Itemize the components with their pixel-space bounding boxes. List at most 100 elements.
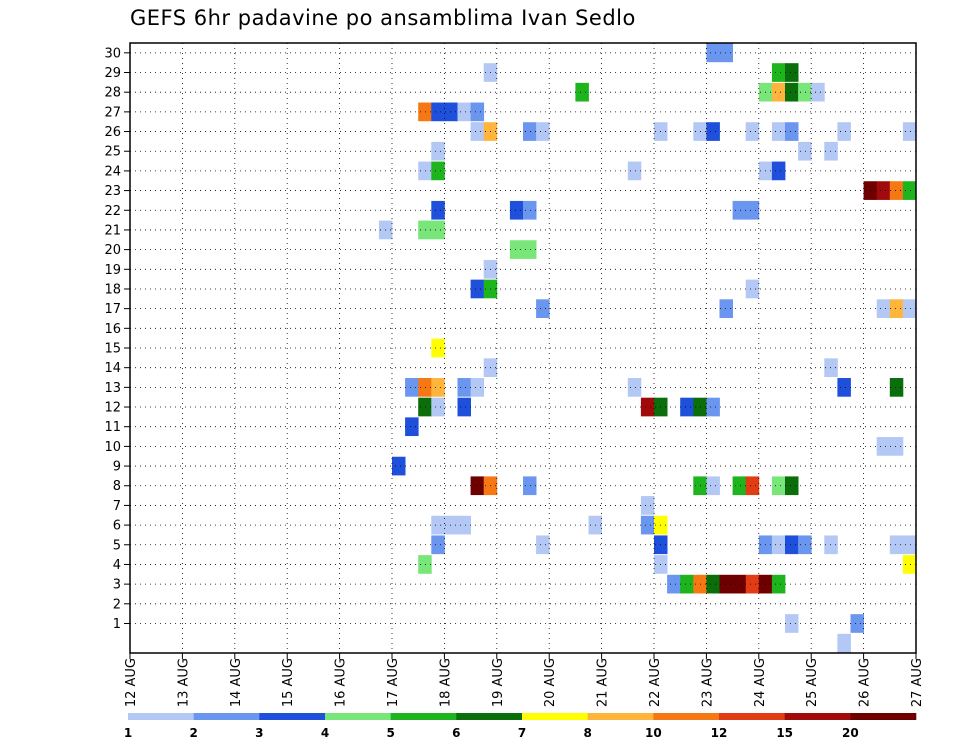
heatmap-cell xyxy=(405,378,419,397)
y-tick-label: 26 xyxy=(104,125,121,140)
heatmap-cell xyxy=(431,338,445,358)
heatmap-cell xyxy=(706,397,720,417)
heatmap-cell xyxy=(745,476,760,496)
y-tick-label: 12 xyxy=(104,401,121,416)
heatmap-cell xyxy=(706,43,720,63)
heatmap-cell xyxy=(457,515,471,535)
colorbar-swatch xyxy=(653,713,720,720)
x-tick-label: 12 AUG xyxy=(124,658,139,707)
y-tick-label: 25 xyxy=(104,145,121,160)
heatmap-cell xyxy=(745,200,760,220)
y-tick-label: 15 xyxy=(104,342,121,357)
colorbar-label: 6 xyxy=(452,726,460,740)
heatmap-cell xyxy=(771,535,786,555)
heatmap-cell xyxy=(719,299,733,318)
heatmap-cell xyxy=(798,535,812,555)
heatmap-cell xyxy=(627,161,642,181)
heatmap-cell xyxy=(771,574,786,594)
y-tick-label: 28 xyxy=(104,86,121,101)
heatmap-cell xyxy=(902,555,917,574)
chart-title: GEFS 6hr padavine po ansamblima Ivan Sed… xyxy=(130,6,636,30)
y-tick-label: 6 xyxy=(113,519,121,534)
heatmap-cell xyxy=(444,515,458,535)
heatmap-cell xyxy=(627,378,642,397)
heatmap-cell xyxy=(889,535,904,555)
x-tick-label: 14 AUG xyxy=(229,658,244,707)
colorbar-swatch xyxy=(784,713,851,720)
heatmap-cell xyxy=(509,240,524,259)
heatmap-cell xyxy=(811,82,825,102)
y-tick-label: 29 xyxy=(104,66,121,81)
x-tick-label: 20 AUG xyxy=(543,658,558,707)
heatmap-cell xyxy=(785,122,799,141)
y-tick-label: 18 xyxy=(104,282,121,297)
heatmap-cell xyxy=(431,378,445,397)
y-tick-label: 19 xyxy=(104,263,121,278)
heatmap-cell xyxy=(431,141,445,161)
heatmap-cell xyxy=(889,181,904,200)
heatmap-cell xyxy=(732,574,747,594)
cells-layer xyxy=(378,43,917,653)
heatmap-cell xyxy=(824,358,838,378)
y-tick-label: 27 xyxy=(104,105,121,120)
heatmap-cell xyxy=(418,102,432,122)
colorbar-label: 10 xyxy=(645,726,662,740)
heatmap-cell xyxy=(837,378,851,397)
heatmap-cell xyxy=(470,378,485,397)
colorbar-swatch xyxy=(325,713,391,720)
heatmap-cell xyxy=(824,141,838,161)
heatmap-cell xyxy=(719,574,733,594)
heatmap-cell xyxy=(785,614,799,633)
heatmap-cell xyxy=(771,122,786,141)
heatmap-cell xyxy=(418,397,432,417)
y-tick-label: 9 xyxy=(113,460,121,475)
heatmap-cell xyxy=(640,496,655,515)
y-tick-label: 14 xyxy=(104,361,121,376)
heatmap-cell xyxy=(837,122,851,141)
heatmap-cell xyxy=(431,515,445,535)
heatmap-cell xyxy=(575,82,589,102)
heatmap-cell xyxy=(418,555,432,574)
colorbar-swatch xyxy=(390,713,457,720)
heatmap-cell xyxy=(876,437,891,456)
x-tick-label: 16 AUG xyxy=(334,658,349,707)
heatmap-cell xyxy=(536,122,550,141)
x-tick-label: 19 AUG xyxy=(491,658,506,707)
colorbar-label: 15 xyxy=(776,726,793,740)
x-tick-label: 13 AUG xyxy=(176,658,191,707)
heatmap-cell xyxy=(902,535,917,555)
colorbar-swatch xyxy=(456,713,523,720)
heatmap-cell xyxy=(785,476,799,496)
heatmap-cell xyxy=(470,122,485,141)
heatmap-cell xyxy=(431,397,445,417)
heatmap-cell xyxy=(732,476,747,496)
heatmap-cell xyxy=(771,476,786,496)
y-tick-label: 23 xyxy=(104,184,121,199)
heatmap-cell xyxy=(771,82,786,102)
heatmap-cell xyxy=(431,535,445,555)
y-tick-label: 22 xyxy=(104,204,121,219)
colorbar-swatch xyxy=(719,713,785,720)
heatmap-cell xyxy=(536,535,550,555)
colorbar-label: 2 xyxy=(189,726,197,740)
heatmap-cell xyxy=(824,535,838,555)
heatmap-cell xyxy=(745,574,760,594)
x-tick-label: 18 AUG xyxy=(438,658,453,707)
heatmap-cell xyxy=(706,574,720,594)
heatmap-cell xyxy=(706,122,720,141)
heatmap-cell xyxy=(509,200,524,220)
colorbar-swatch xyxy=(587,713,654,720)
heatmap-cell xyxy=(667,574,681,594)
heatmap-cell xyxy=(418,161,432,181)
colorbar-label: 5 xyxy=(386,726,394,740)
y-tick-label: 3 xyxy=(113,578,121,593)
heatmap-cell xyxy=(523,200,537,220)
y-tick-label: 30 xyxy=(104,46,121,61)
y-tick-label: 8 xyxy=(113,479,121,494)
heatmap-cell xyxy=(785,535,799,555)
y-tick-label: 20 xyxy=(104,243,121,258)
heatmap-cell xyxy=(431,102,445,122)
colorbar-label: 1 xyxy=(124,726,132,740)
heatmap-cell xyxy=(889,378,904,397)
